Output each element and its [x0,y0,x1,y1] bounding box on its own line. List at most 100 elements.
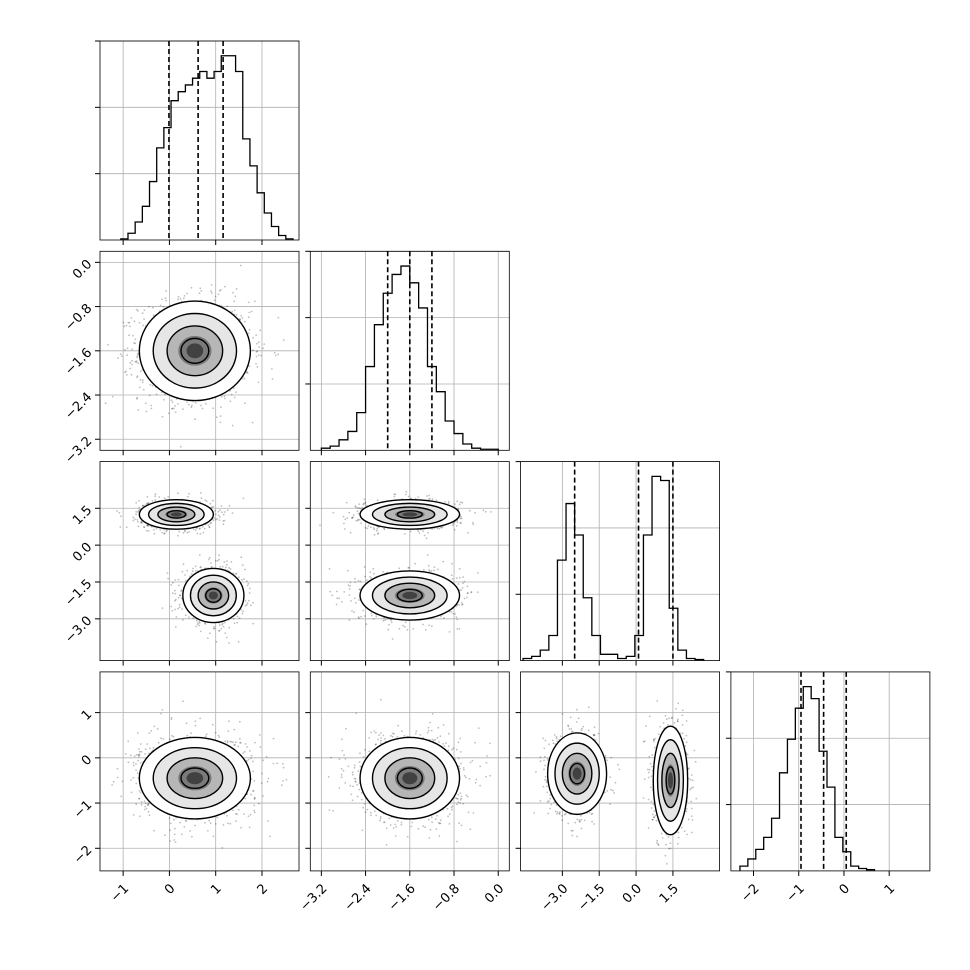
scatter-point [455,525,458,527]
scatter-point [220,505,223,507]
scatter-point [138,386,141,389]
scatter-point [174,579,177,581]
scatter-point [151,454,153,456]
scatter-point [234,573,237,575]
scatter-point [198,622,201,624]
scatter-point [390,618,392,621]
scatter-point [244,402,246,404]
scatter-point [222,513,225,516]
scatter-point [120,515,122,518]
scatter-point [125,526,128,529]
scatter-point [190,286,193,289]
scatter-point [243,578,245,581]
contour-level-2 [147,502,205,527]
scatter-point [442,560,445,563]
scatter-point [107,343,109,346]
scatter-point [242,497,245,500]
scatter-point [165,290,168,292]
density-shade [157,507,195,522]
scatter-point [174,405,176,407]
scatter-point [177,578,180,581]
scatter-point [143,309,146,311]
scatter-point [247,316,250,319]
scatter-point [216,560,219,562]
scatter-point [433,566,436,568]
scatter-point [175,616,178,618]
scatter-point [142,388,145,391]
density-shade [198,581,229,610]
hist-panel-0 [95,40,300,245]
scatter-point [177,607,179,610]
y-tick-label-1-3: −0.8 [62,301,95,334]
scatter-point [142,324,145,327]
scatter-point [200,630,202,633]
scatter-point [441,526,444,528]
scatter-point [426,495,428,497]
scatter-point [393,493,396,495]
scatter-point [444,501,446,503]
scatter-point [231,424,234,427]
scatter-point [137,309,139,312]
scatter-point [365,623,368,626]
scatter-point [240,315,243,317]
scatter-point [376,499,379,501]
scatter-point [247,301,250,304]
scatter-point [170,605,173,608]
scatter-point [213,299,216,302]
scatter-point [222,523,225,526]
scatter-point [364,501,367,504]
scatter-point [427,531,429,534]
scatter-point [417,496,420,498]
scatter-point [164,297,167,300]
scatter-point [219,421,222,424]
scatter-point [250,310,253,313]
scatter-point [235,391,237,393]
scatter-point [214,509,217,512]
scatter-point [141,504,144,507]
scatter-point [146,524,149,527]
scatter-point [145,410,148,413]
scatter-point [422,530,424,532]
density-shade [178,335,212,366]
scatter-point [232,618,235,620]
scatter-point [248,311,251,314]
scatter-point [221,565,224,568]
scatter-point [248,328,251,331]
scatter-point [226,305,229,308]
scatter-point [200,566,203,568]
scatter-point [233,387,235,390]
scatter-point [246,372,249,374]
scatter-point [131,348,133,351]
scatter-point [126,354,128,357]
scatter-point [472,523,475,526]
scatter-point [140,522,143,524]
contour-fill [139,301,251,401]
y-tick-label-2-1: −1.5 [62,577,95,610]
density-shade [153,313,237,389]
scatter-point [190,573,193,575]
scatter-point [189,575,191,578]
scatter-point [143,526,146,528]
scatter-point [179,297,182,300]
scatter-point [360,615,362,618]
scatter-point [182,531,185,534]
scatter-point [116,510,118,512]
scatter-point [136,397,138,400]
scatter-point [348,511,351,514]
scatter-point [257,354,260,356]
scatter-point [366,527,369,530]
scatter-point [206,637,209,639]
scatter-point [244,568,247,571]
density-shade [208,591,218,600]
scatter-point [104,402,107,405]
scatter-point [151,500,154,502]
scatter-point [205,402,207,405]
scatter-point [174,598,177,601]
scatter-point [128,321,131,324]
scatter-point [192,617,195,620]
scatter-point [219,289,222,291]
scatter-point [230,561,233,563]
scatter-point [171,592,174,595]
scatter-point [225,563,228,566]
scatter-point [218,289,221,292]
